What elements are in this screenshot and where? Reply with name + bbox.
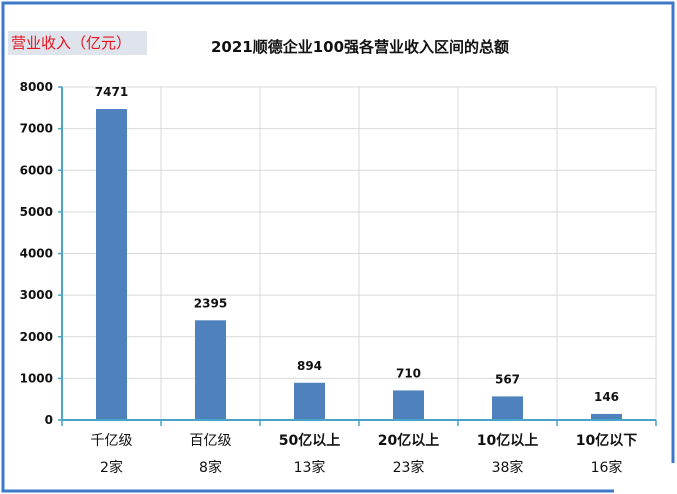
category-label-4: 10亿以上	[477, 432, 538, 449]
bar-3	[393, 390, 424, 420]
y-tick-label: 1000	[20, 371, 53, 385]
category-label-2: 50亿以上	[279, 432, 340, 449]
category-count-2: 13家	[294, 459, 326, 476]
bar-4	[492, 396, 523, 420]
bar-2	[294, 382, 325, 420]
y-tick-label: 2000	[20, 330, 53, 344]
category-label-3: 20亿以上	[378, 432, 439, 449]
bar-0	[96, 109, 127, 420]
category-label-0: 千亿级	[91, 433, 133, 449]
y-tick-label: 0	[45, 413, 53, 427]
y-tick-label: 6000	[20, 163, 53, 177]
y-tick-label: 3000	[20, 288, 53, 302]
y-tick-label: 4000	[20, 247, 53, 261]
category-count-3: 23家	[393, 459, 425, 476]
bar-1	[195, 320, 226, 420]
category-count-1: 8家	[199, 459, 222, 476]
data-label-1: 2395	[194, 296, 227, 310]
chart-title: 2021顺德企业100强各营业收入区间的总额	[210, 38, 510, 56]
category-label-5: 10亿以下	[576, 432, 637, 449]
data-label-2: 894	[297, 359, 322, 373]
category-count-4: 38家	[492, 459, 524, 476]
data-label-3: 710	[396, 366, 421, 380]
y-tick-label: 5000	[20, 205, 53, 219]
y-tick-label: 8000	[20, 80, 53, 94]
y-tick-label: 7000	[20, 122, 53, 136]
data-label-4: 567	[495, 372, 520, 386]
data-label-0: 7471	[95, 85, 128, 99]
bar-5	[591, 413, 622, 420]
category-count-0: 2家	[100, 459, 123, 476]
category-label-1: 百亿级	[190, 433, 232, 449]
category-count-5: 16家	[591, 459, 623, 476]
data-label-5: 146	[594, 390, 619, 404]
y-axis-unit-label: 营业收入（亿元）	[8, 31, 147, 55]
